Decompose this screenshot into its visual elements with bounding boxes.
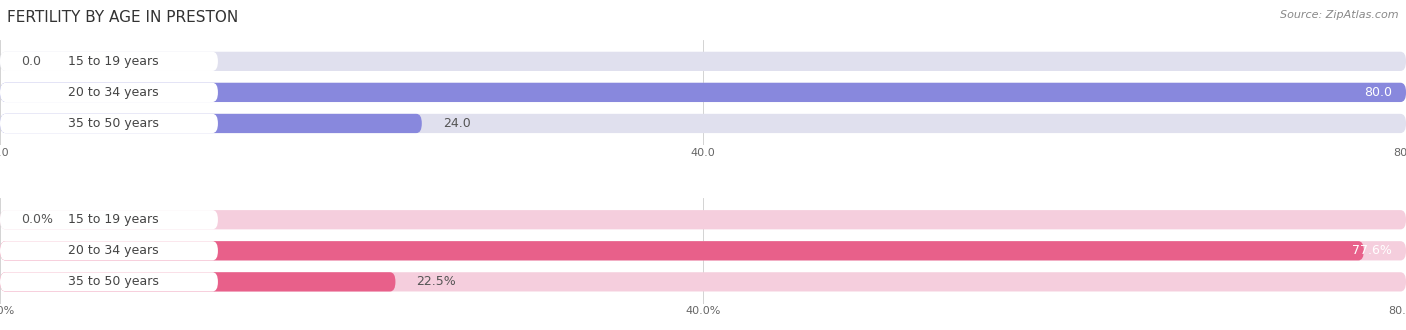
FancyBboxPatch shape: [0, 83, 1406, 102]
Text: 15 to 19 years: 15 to 19 years: [67, 55, 159, 68]
Text: 35 to 50 years: 35 to 50 years: [67, 117, 159, 130]
Text: FERTILITY BY AGE IN PRESTON: FERTILITY BY AGE IN PRESTON: [7, 10, 238, 25]
Text: 22.5%: 22.5%: [416, 275, 457, 288]
FancyBboxPatch shape: [0, 114, 218, 133]
Text: 0.0: 0.0: [21, 55, 41, 68]
FancyBboxPatch shape: [0, 114, 1406, 133]
FancyBboxPatch shape: [0, 241, 1406, 260]
FancyBboxPatch shape: [0, 210, 1406, 229]
Text: 15 to 19 years: 15 to 19 years: [67, 213, 159, 226]
FancyBboxPatch shape: [0, 241, 1364, 260]
Text: 0.0%: 0.0%: [21, 213, 53, 226]
FancyBboxPatch shape: [0, 272, 218, 291]
Text: 80.0: 80.0: [1364, 86, 1392, 99]
FancyBboxPatch shape: [0, 52, 218, 71]
Text: 24.0: 24.0: [443, 117, 471, 130]
Text: 35 to 50 years: 35 to 50 years: [67, 275, 159, 288]
Text: 77.6%: 77.6%: [1353, 244, 1392, 257]
FancyBboxPatch shape: [0, 210, 218, 229]
Text: 20 to 34 years: 20 to 34 years: [67, 244, 159, 257]
FancyBboxPatch shape: [0, 272, 395, 291]
Text: Source: ZipAtlas.com: Source: ZipAtlas.com: [1281, 10, 1399, 20]
FancyBboxPatch shape: [0, 83, 1406, 102]
FancyBboxPatch shape: [0, 272, 1406, 291]
Text: 20 to 34 years: 20 to 34 years: [67, 86, 159, 99]
FancyBboxPatch shape: [0, 114, 422, 133]
FancyBboxPatch shape: [0, 52, 1406, 71]
FancyBboxPatch shape: [0, 241, 218, 260]
FancyBboxPatch shape: [0, 83, 218, 102]
